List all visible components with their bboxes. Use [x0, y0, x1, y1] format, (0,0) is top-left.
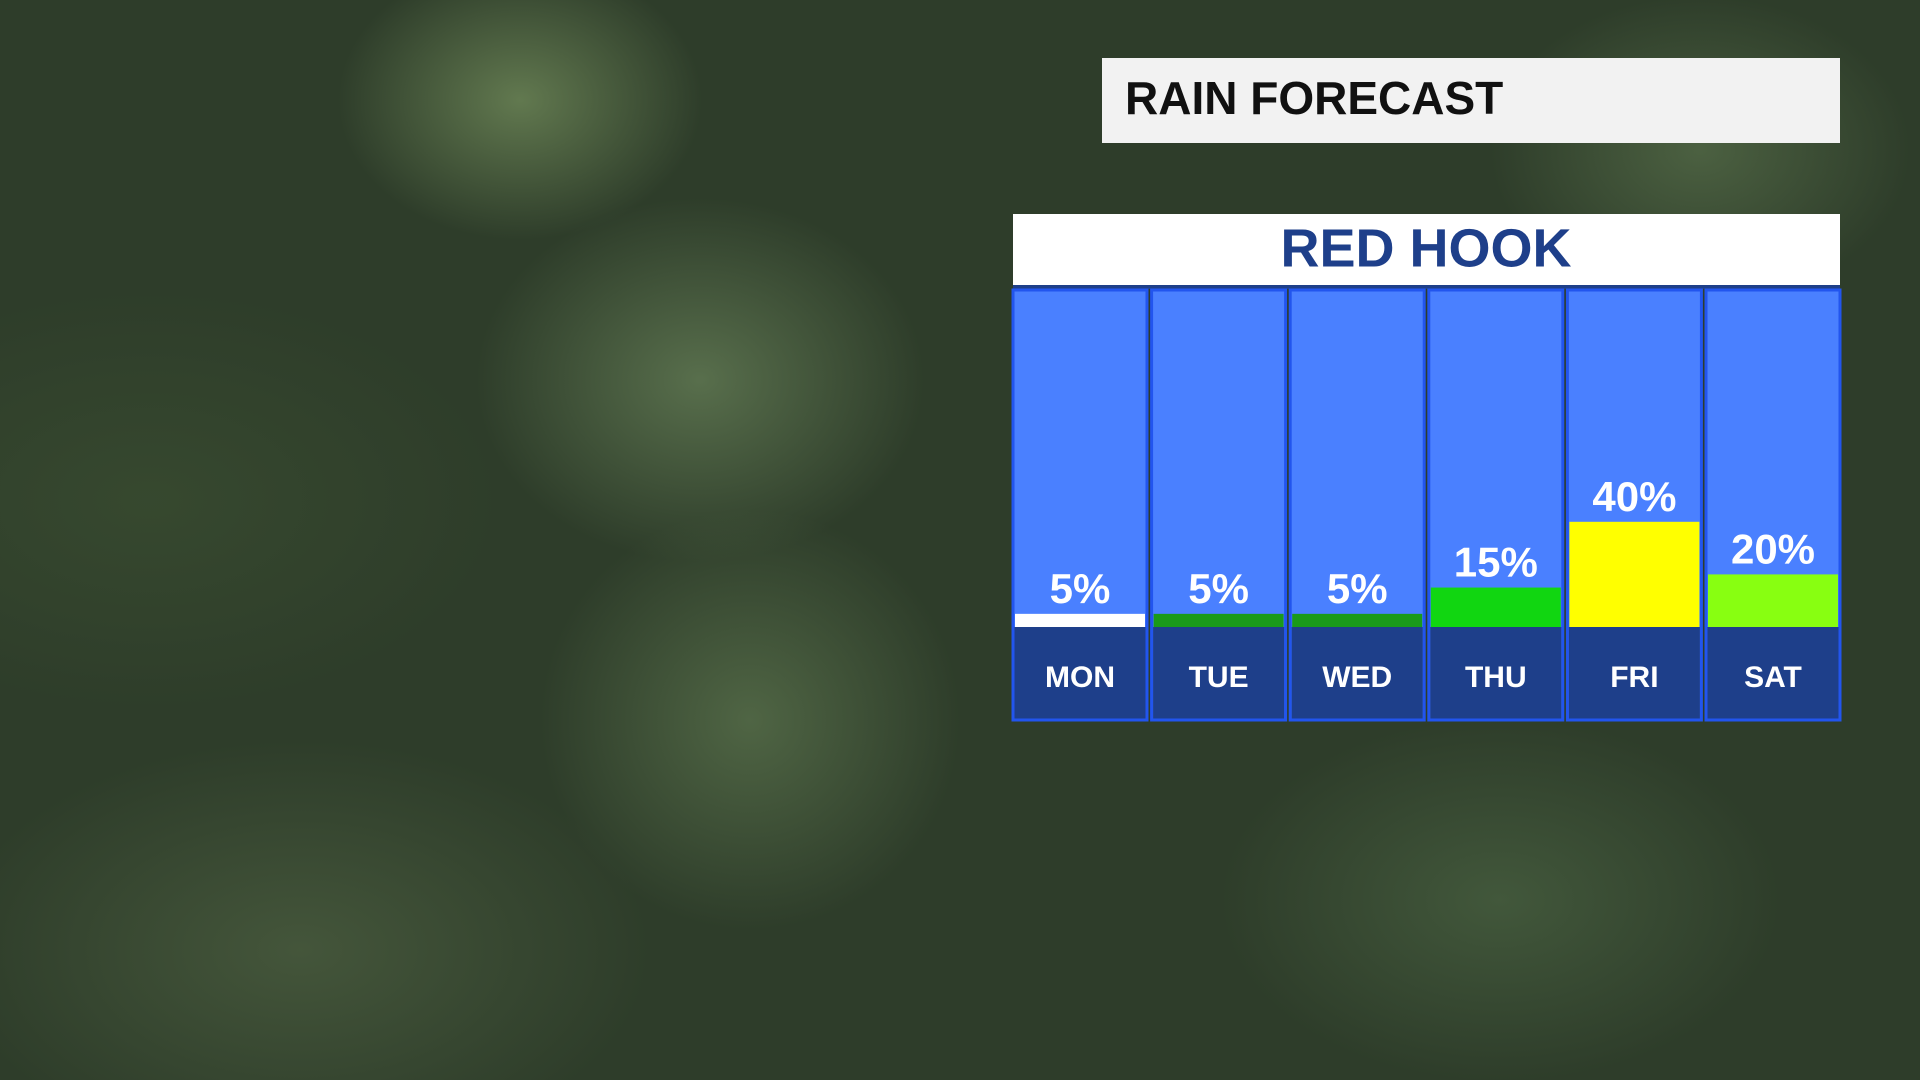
- value-label: 15%: [1454, 539, 1538, 586]
- bar: [1292, 613, 1423, 627]
- day-box: [1707, 627, 1839, 719]
- value-label: 20%: [1731, 525, 1815, 572]
- day-box: [1153, 627, 1285, 719]
- day-box: [1568, 627, 1700, 719]
- chart-title: RAIN FORECAST: [1125, 72, 1503, 124]
- bar: [1569, 521, 1700, 627]
- chart-subtitle: RED HOOK: [1280, 218, 1571, 278]
- day-box: [1430, 627, 1562, 719]
- subtitle-rule: [1013, 285, 1840, 289]
- bar: [1708, 574, 1838, 627]
- bar: [1153, 613, 1284, 627]
- value-label: 5%: [1327, 565, 1388, 612]
- day-box: [1291, 627, 1423, 719]
- subtitle-box: [1013, 214, 1840, 285]
- x-tick-label: THU: [1465, 661, 1527, 694]
- value-label: 5%: [1050, 565, 1111, 612]
- x-tick-label: WED: [1322, 661, 1392, 694]
- day-box: [1014, 627, 1146, 719]
- value-label: 40%: [1592, 473, 1676, 520]
- x-tick-label: FRI: [1610, 661, 1658, 694]
- bar: [1430, 587, 1561, 627]
- bar: [1015, 613, 1145, 627]
- x-tick-label: TUE: [1189, 661, 1249, 694]
- value-label: 5%: [1188, 565, 1249, 612]
- x-tick-label: SAT: [1744, 661, 1802, 694]
- x-tick-label: MON: [1045, 661, 1115, 694]
- title-box: [1102, 58, 1840, 143]
